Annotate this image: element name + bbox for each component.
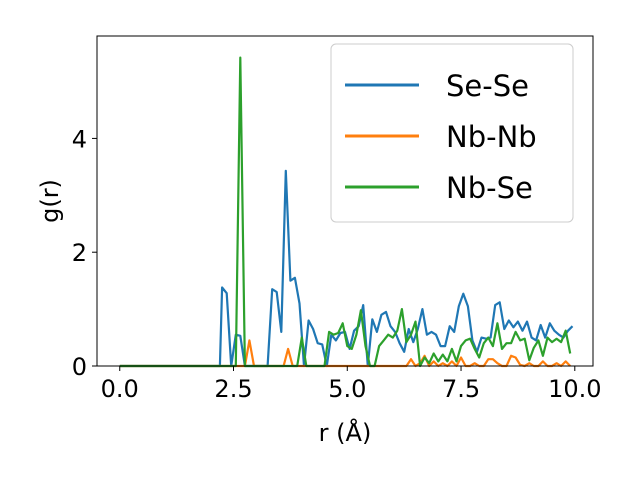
y-tick-label: 0 [72,353,87,381]
legend-label: Nb-Nb [446,120,537,154]
x-tick-label: 0.0 [101,375,139,403]
x-axis: 0.0 2.5 5.0 7.5 10.0 [101,366,602,403]
plot-frame [96,35,594,367]
x-tick-label: 10.0 [548,375,601,403]
legend: Se-Se Nb-Nb Nb-Se [330,43,574,223]
series-line-se-se [119,169,574,368]
y-axis-label: g(r) [36,179,64,223]
x-axis-label: r (Å) [319,418,372,447]
x-tick-label: 7.5 [442,375,480,403]
x-tick-label: 5.0 [328,375,366,403]
y-axis: 0 2 4 [72,125,97,381]
series-line-nb-nb [119,339,571,368]
x-tick-label: 2.5 [214,375,252,403]
legend-label: Se-Se [446,69,529,103]
legend-box [330,43,574,223]
y-tick-label: 4 [72,125,87,153]
y-tick-label: 2 [72,239,87,267]
legend-label: Nb-Se [446,171,533,205]
